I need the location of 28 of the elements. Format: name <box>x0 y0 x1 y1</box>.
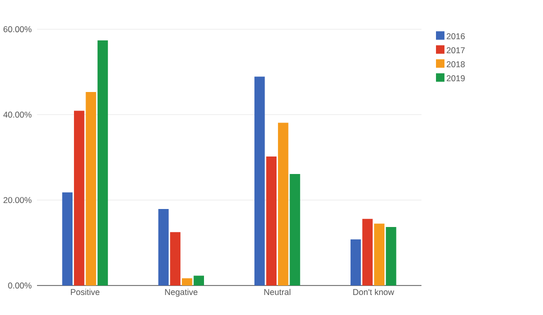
bar <box>266 156 277 286</box>
bar <box>350 240 361 286</box>
bar <box>182 278 192 286</box>
x-tick-label: Negative <box>165 288 198 297</box>
x-tick-label: Don't know <box>353 288 394 296</box>
y-tick-label: 0.00% <box>8 282 32 289</box>
legend-label: 2018 <box>446 61 465 68</box>
bar <box>254 76 265 286</box>
bar <box>170 232 180 286</box>
bar <box>74 110 84 286</box>
bar <box>194 276 204 286</box>
bar <box>98 40 108 286</box>
bar <box>386 227 396 286</box>
bar <box>86 92 96 286</box>
legend-label: 2016 <box>446 33 465 40</box>
bar <box>62 192 73 286</box>
x-tick-label: Neutral <box>264 288 290 296</box>
bar <box>278 122 288 286</box>
x-tick-label: Positive <box>70 288 100 296</box>
y-tick-label: 40.00% <box>3 112 32 118</box>
bar <box>362 219 373 286</box>
legend-label: 2017 <box>446 47 465 54</box>
legend-label: 2019 <box>446 75 465 82</box>
bar <box>290 174 300 286</box>
bar <box>158 209 169 286</box>
bar <box>374 224 384 286</box>
y-tick-label: 60.00% <box>4 26 32 32</box>
y-tick-label: 20.00% <box>4 197 32 204</box>
